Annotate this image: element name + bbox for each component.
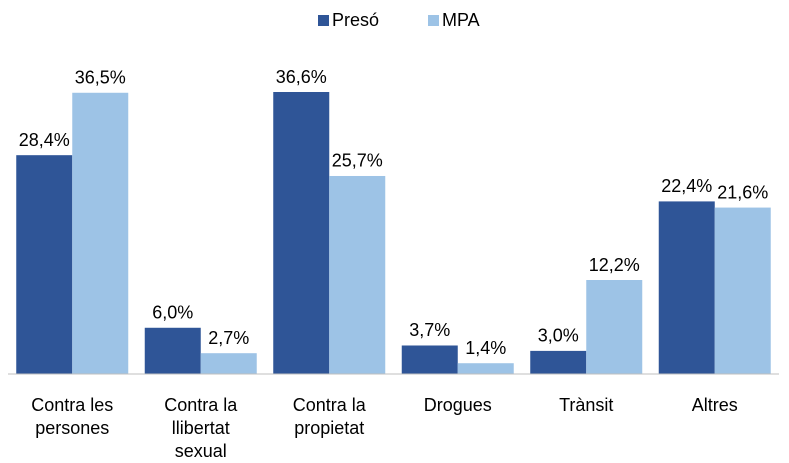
data-label: 3,0% <box>538 326 579 346</box>
x-tick-label: Contra la propietat <box>292 395 366 438</box>
bar <box>714 207 771 374</box>
bar <box>16 155 73 374</box>
bar <box>586 280 643 374</box>
data-label: 12,2% <box>589 255 640 275</box>
data-label: 6,0% <box>152 303 193 323</box>
data-label: 36,6% <box>276 67 327 87</box>
bar <box>329 175 386 374</box>
bar <box>457 363 514 374</box>
data-label: 2,7% <box>208 328 249 348</box>
data-label: 1,4% <box>465 338 506 358</box>
x-tick-label: Drogues <box>423 395 492 415</box>
bar <box>658 201 715 374</box>
bar <box>530 350 587 374</box>
bar <box>273 92 330 374</box>
data-label: 28,4% <box>19 130 70 150</box>
legend-swatch <box>428 15 439 26</box>
legend-swatch <box>318 15 329 26</box>
x-tick-label: Contra les persones <box>31 395 114 438</box>
legend-label: MPA <box>442 10 480 30</box>
data-label: 36,5% <box>75 68 126 88</box>
legend-label: Presó <box>332 10 379 30</box>
x-tick-label: Trànsit <box>559 395 614 415</box>
bar <box>401 345 458 374</box>
data-label: 25,7% <box>332 151 383 171</box>
x-tick-label: Contra la llibertat sexual <box>164 395 238 461</box>
bar <box>72 92 129 374</box>
data-label: 3,7% <box>409 320 450 340</box>
x-tick-label: Altres <box>691 395 738 415</box>
data-label: 22,4% <box>661 176 712 196</box>
data-label: 21,6% <box>717 182 768 202</box>
bar <box>200 353 257 374</box>
bar <box>144 327 201 374</box>
